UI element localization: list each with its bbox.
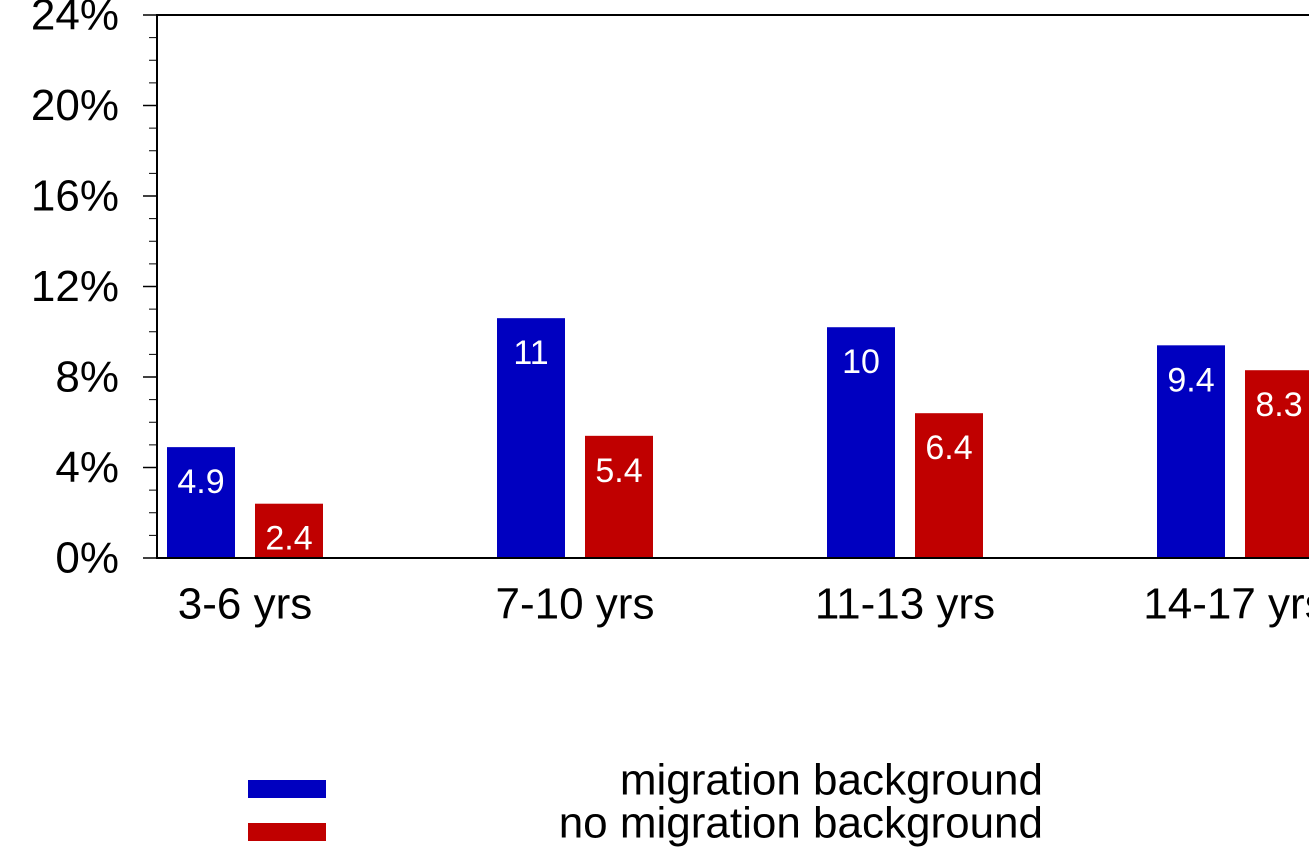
y-tick-label: 4% [55,443,119,492]
legend-swatch [248,780,326,798]
x-tick-label: 7-10 yrs [496,580,655,629]
legend-swatch [248,823,326,841]
bar [827,327,895,558]
bar [1245,370,1309,558]
y-tick-label: 20% [31,81,119,130]
x-tick-label: 14-17 yrs [1143,580,1309,629]
bar [497,318,565,558]
data-label: 2.4 [265,520,312,558]
legend-label: migration background [620,756,1043,805]
legend-label: no migration background [559,799,1043,848]
data-label: 8.3 [1255,386,1302,424]
plot-frame [156,14,1309,559]
data-label: 4.9 [177,463,224,501]
data-label: 9.4 [1167,361,1214,399]
y-tick-label: 0% [55,534,119,583]
bar [915,413,983,558]
y-tick-label: 16% [31,172,119,221]
y-tick-label: 8% [55,353,119,402]
bar [1157,345,1225,558]
x-tick-label: 11-13 yrs [815,580,995,629]
bar [255,503,323,558]
data-label: 6.4 [925,429,972,467]
data-label: 11 [513,334,548,372]
data-label: 10 [842,343,880,381]
bar [585,435,653,558]
x-tick-label: 3-6 yrs [178,580,312,629]
data-label: 5.4 [595,452,642,490]
y-tick-label: 24% [31,0,119,40]
bar [167,447,235,558]
y-tick-label: 12% [31,262,119,311]
